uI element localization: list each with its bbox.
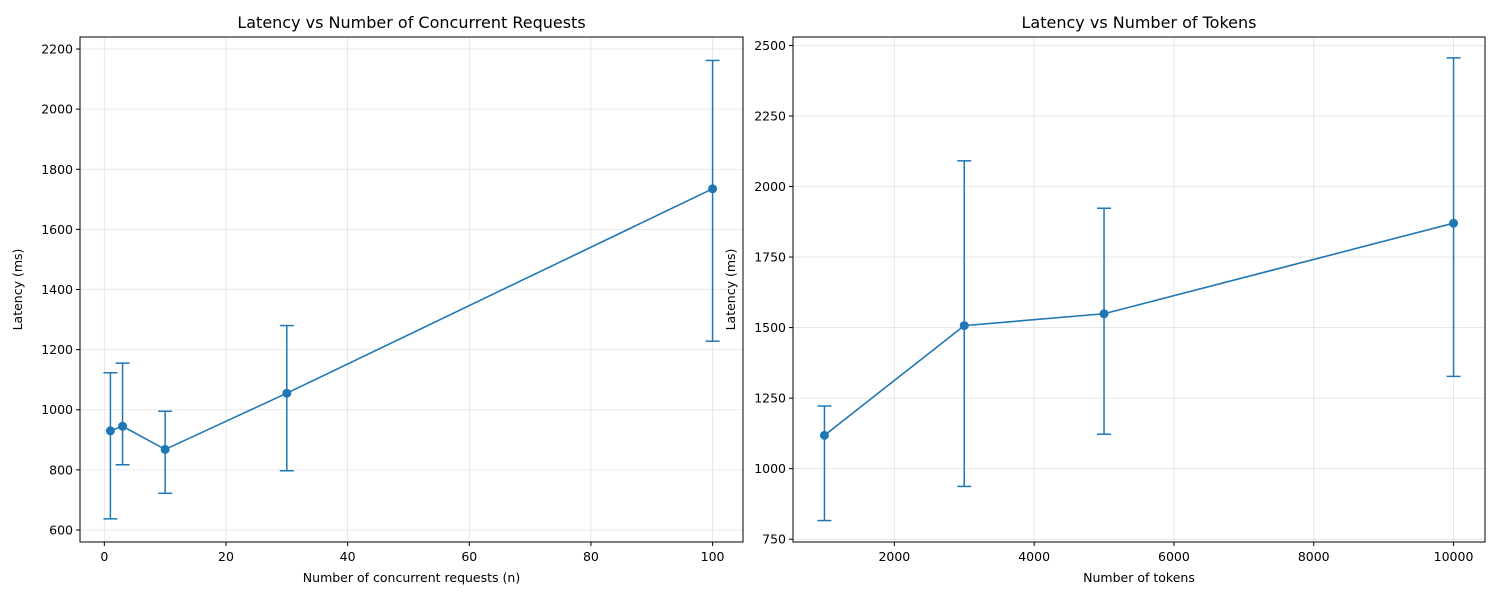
y-axis-label: Latency (ms) — [10, 249, 25, 331]
chart-title: Latency vs Number of Tokens — [1022, 13, 1257, 32]
y-tick-label: 1000 — [754, 461, 786, 476]
x-tick-label: 4000 — [1018, 549, 1050, 564]
x-tick-label: 20 — [218, 549, 234, 564]
x-tick-label: 60 — [461, 549, 477, 564]
y-tick-label: 1600 — [41, 222, 73, 237]
x-tick-label: 8000 — [1298, 549, 1330, 564]
chart-title: Latency vs Number of Concurrent Requests — [237, 13, 585, 32]
data-point — [959, 321, 969, 331]
data-point — [105, 426, 115, 436]
x-tick-label: 6000 — [1158, 549, 1190, 564]
y-tick-label: 800 — [49, 462, 73, 477]
y-tick-label: 2250 — [754, 108, 786, 123]
x-tick-label: 2000 — [878, 549, 910, 564]
y-tick-label: 1400 — [41, 282, 73, 297]
x-tick-label: 100 — [701, 549, 725, 564]
y-tick-label: 2000 — [754, 179, 786, 194]
y-tick-label: 2000 — [41, 102, 73, 117]
data-point — [819, 430, 829, 440]
y-tick-label: 750 — [762, 532, 786, 547]
x-tick-label: 80 — [583, 549, 599, 564]
y-tick-label: 1250 — [754, 391, 786, 406]
y-tick-label: 2200 — [41, 42, 73, 57]
x-tick-label: 0 — [100, 549, 108, 564]
y-tick-label: 600 — [49, 522, 73, 537]
data-point — [282, 388, 292, 398]
series-1 — [817, 57, 1461, 522]
x-axis-label: Number of concurrent requests (n) — [303, 570, 520, 585]
x-tick-label: 10000 — [1434, 549, 1474, 564]
chart-panel-1: 0 20 40 60 80 100 600 800 1000 1200 1400 1600 1800 20… — [10, 13, 744, 585]
y-tick-label: 1000 — [41, 402, 73, 417]
data-point — [708, 184, 718, 194]
data-point — [160, 444, 170, 454]
series-line — [823, 222, 1454, 436]
data-point — [1449, 218, 1459, 228]
series-line — [110, 188, 713, 451]
x-tick-label: 40 — [340, 549, 356, 564]
data-point — [1099, 309, 1109, 319]
y-tick-label: 2500 — [754, 38, 786, 53]
x-axis-label: Number of tokens — [1083, 570, 1195, 585]
series-1 — [103, 59, 720, 520]
y-tick-label: 1500 — [754, 320, 786, 335]
y-tick-label: 1800 — [41, 162, 73, 177]
y-axis-label: Latency (ms) — [723, 249, 738, 331]
data-point — [118, 421, 128, 431]
y-tick-label: 1200 — [41, 342, 73, 357]
chart-panel-2: 2000 4000 6000 8000 10000 750 1000 1250 1500 1750… — [723, 13, 1486, 585]
y-tick-label: 1750 — [754, 250, 786, 265]
plot-frame — [792, 36, 1486, 543]
